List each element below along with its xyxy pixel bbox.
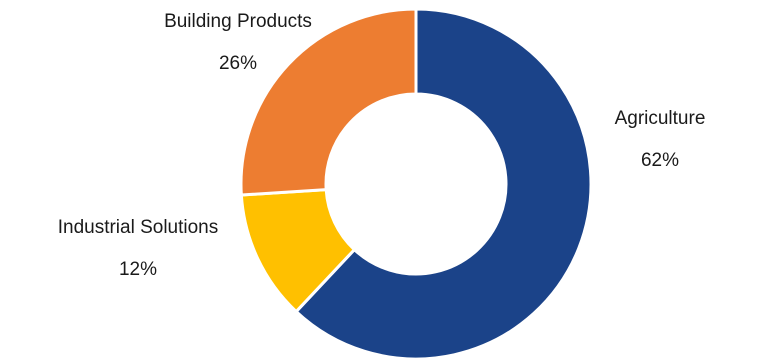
donut-slices — [239, 7, 593, 361]
slice-category-label: Agriculture — [615, 108, 706, 129]
slice-label-agriculture: Agriculture 62% — [615, 108, 706, 171]
slice-label-building-products: Building Products 26% — [164, 11, 312, 74]
donut-slice-agriculture — [294, 7, 593, 361]
slice-label-industrial-solutions: Industrial Solutions 12% — [58, 217, 219, 280]
slice-percent-label: 62% — [641, 150, 679, 171]
slice-category-label: Building Products — [164, 11, 312, 32]
slice-percent-label: 12% — [119, 259, 157, 280]
slice-category-label: Industrial Solutions — [58, 217, 219, 238]
slice-percent-label: 26% — [219, 53, 257, 74]
donut-slice-building-products — [239, 7, 418, 197]
